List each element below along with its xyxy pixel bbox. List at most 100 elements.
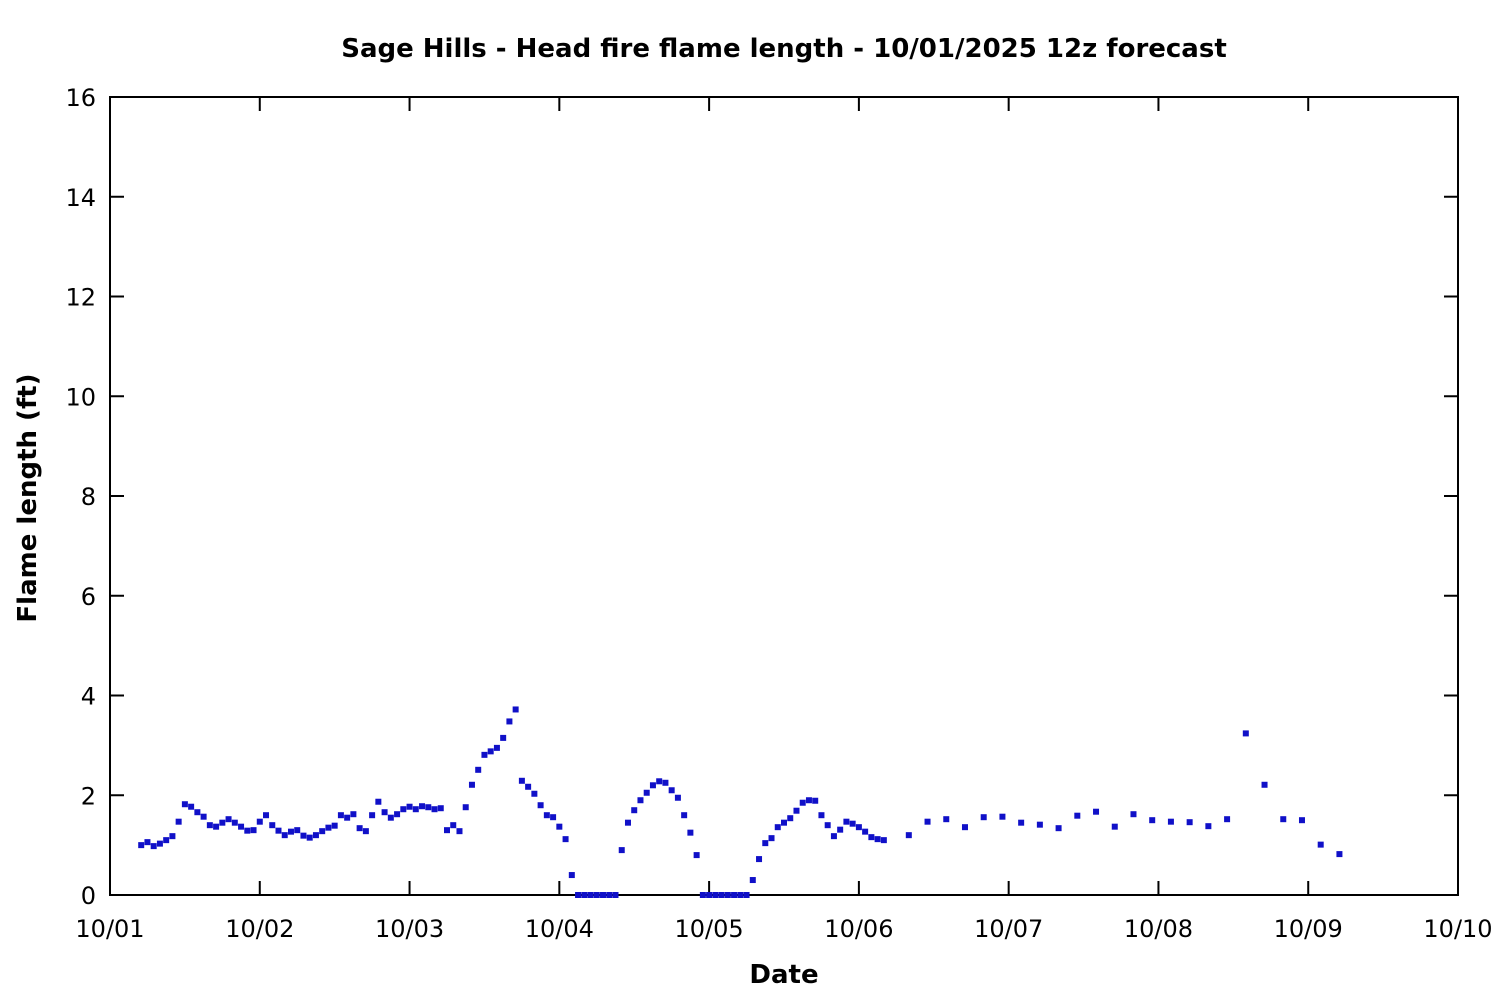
data-point bbox=[718, 892, 725, 898]
data-point bbox=[450, 822, 457, 829]
data-point bbox=[1111, 823, 1118, 830]
data-point bbox=[144, 839, 151, 846]
x-tick-label: 10/02 bbox=[225, 915, 294, 943]
data-point bbox=[350, 811, 357, 818]
data-point bbox=[1186, 819, 1193, 826]
data-point bbox=[456, 828, 463, 835]
data-point bbox=[587, 892, 594, 898]
data-point bbox=[462, 804, 469, 811]
data-point bbox=[924, 818, 931, 825]
data-point bbox=[1224, 816, 1231, 823]
data-point bbox=[319, 828, 326, 835]
data-point bbox=[238, 823, 245, 830]
data-point bbox=[244, 827, 251, 834]
data-point bbox=[799, 799, 806, 806]
data-point bbox=[1018, 819, 1025, 826]
y-tick-label: 12 bbox=[65, 284, 96, 312]
data-point bbox=[762, 840, 769, 847]
data-point bbox=[325, 824, 332, 831]
data-point bbox=[1167, 818, 1174, 825]
data-point bbox=[637, 797, 644, 804]
x-tick-label: 10/04 bbox=[525, 915, 594, 943]
data-point bbox=[1280, 816, 1287, 823]
data-point bbox=[181, 801, 188, 808]
data-point bbox=[294, 827, 301, 834]
data-point bbox=[225, 816, 232, 823]
data-point bbox=[656, 778, 663, 785]
data-point bbox=[312, 832, 319, 839]
data-point bbox=[269, 822, 276, 829]
data-point bbox=[781, 819, 787, 826]
data-point bbox=[612, 892, 619, 898]
data-point bbox=[1336, 851, 1343, 858]
data-point bbox=[437, 805, 444, 812]
data-point bbox=[1036, 821, 1043, 828]
x-tick-label: 10/06 bbox=[824, 915, 893, 943]
data-point bbox=[905, 832, 912, 839]
data-point bbox=[550, 814, 557, 821]
data-point bbox=[512, 706, 519, 713]
data-point bbox=[774, 824, 781, 831]
data-point bbox=[593, 892, 600, 898]
y-tick-label: 4 bbox=[81, 683, 96, 711]
data-point bbox=[206, 822, 213, 829]
data-point bbox=[843, 818, 850, 825]
data-point bbox=[275, 827, 282, 834]
data-point bbox=[706, 892, 713, 898]
data-point bbox=[493, 744, 500, 751]
data-point bbox=[556, 823, 563, 830]
data-point bbox=[506, 718, 513, 725]
data-point bbox=[868, 834, 875, 841]
x-axis-title: Date bbox=[749, 960, 819, 990]
data-point bbox=[300, 832, 307, 839]
data-point bbox=[306, 834, 313, 841]
data-point bbox=[1261, 781, 1268, 788]
data-point bbox=[175, 818, 182, 825]
data-point bbox=[999, 813, 1006, 820]
x-tick-label: 10/10 bbox=[1423, 915, 1492, 943]
data-point bbox=[699, 892, 706, 898]
data-point bbox=[163, 837, 170, 844]
data-point bbox=[681, 812, 688, 819]
x-tick-label: 10/03 bbox=[375, 915, 444, 943]
data-point bbox=[624, 819, 631, 826]
data-point bbox=[643, 789, 650, 796]
data-point bbox=[531, 790, 538, 797]
data-point bbox=[369, 812, 376, 819]
data-point bbox=[756, 856, 763, 863]
data-point bbox=[1074, 812, 1081, 819]
data-point bbox=[824, 822, 831, 829]
data-point bbox=[331, 822, 338, 829]
data-point bbox=[219, 819, 226, 826]
data-point bbox=[618, 847, 625, 854]
data-point bbox=[768, 835, 775, 842]
data-point bbox=[231, 819, 238, 826]
y-axis-title: Flame length (ft) bbox=[13, 373, 43, 623]
y-tick-label: 16 bbox=[65, 84, 96, 112]
data-point bbox=[943, 816, 950, 823]
data-point bbox=[188, 803, 195, 810]
data-point bbox=[1055, 825, 1062, 832]
data-point bbox=[281, 832, 288, 839]
data-point bbox=[787, 815, 794, 822]
x-tick-label: 10/09 bbox=[1274, 915, 1343, 943]
data-point bbox=[712, 892, 719, 898]
y-tick-label: 10 bbox=[65, 383, 96, 411]
data-point bbox=[362, 828, 369, 835]
data-point bbox=[256, 818, 263, 825]
data-point bbox=[805, 797, 812, 804]
y-tick-label: 0 bbox=[81, 882, 96, 910]
data-point bbox=[980, 814, 987, 821]
data-point bbox=[481, 751, 488, 758]
data-point bbox=[194, 809, 201, 816]
data-point bbox=[830, 833, 837, 840]
data-point bbox=[880, 837, 887, 844]
x-tick-label: 10/07 bbox=[974, 915, 1043, 943]
data-point bbox=[1242, 730, 1249, 737]
data-point bbox=[337, 812, 344, 819]
data-point bbox=[568, 872, 575, 879]
data-point bbox=[250, 827, 257, 834]
data-point bbox=[1298, 817, 1305, 824]
data-point bbox=[543, 812, 550, 819]
data-point bbox=[475, 766, 482, 773]
